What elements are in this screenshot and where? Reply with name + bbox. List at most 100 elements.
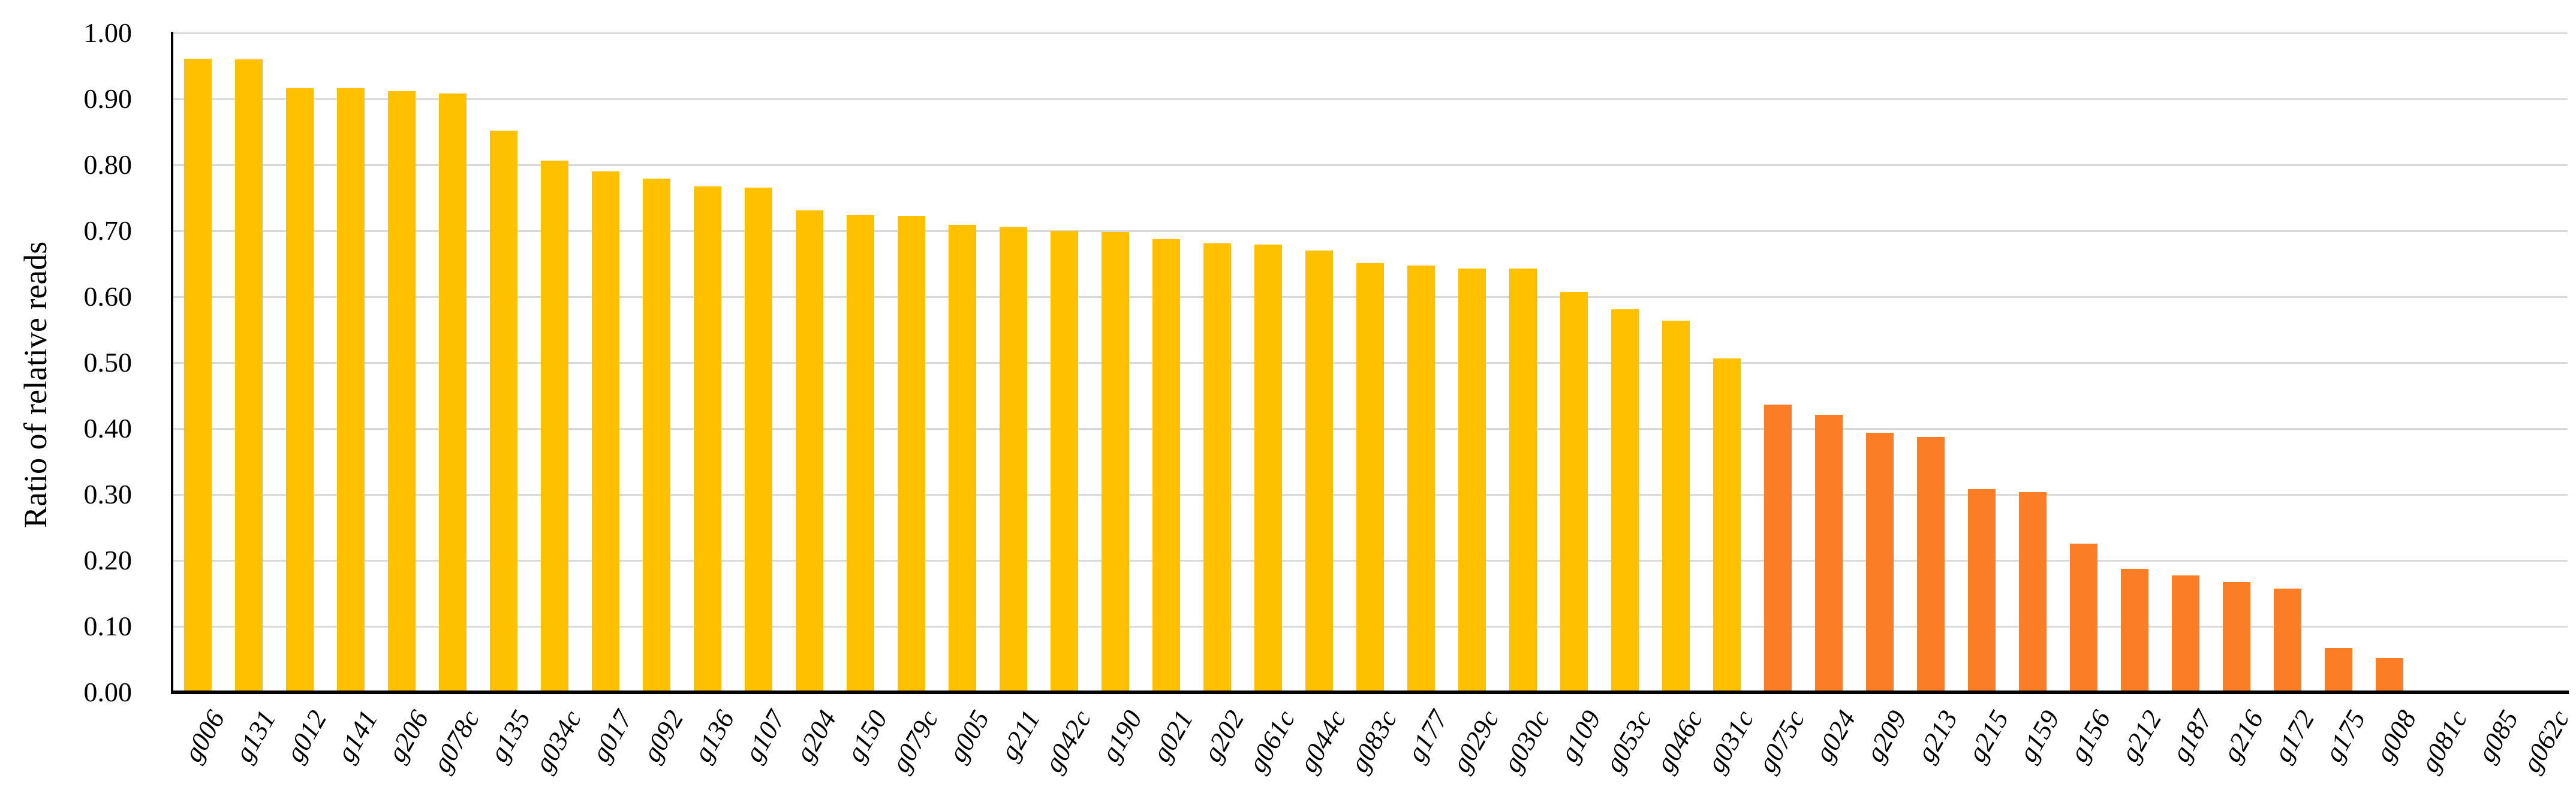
y-tick-label-1.00: 1.00 — [83, 17, 133, 48]
bar-g215 — [1968, 489, 1996, 692]
bar-g012 — [286, 88, 314, 692]
x-tick-label-g081c: g081c — [2414, 705, 2473, 777]
x-tick-label-g136: g136 — [687, 705, 741, 767]
y-tick-label-0.10: 0.10 — [83, 611, 133, 641]
y-tick-label-0.40: 0.40 — [83, 413, 133, 444]
gridline-0.80 — [172, 164, 2568, 166]
bar-g204 — [796, 210, 823, 692]
bar-g008 — [2376, 658, 2403, 692]
bar-g211 — [1000, 227, 1027, 692]
y-tick-label-0.80: 0.80 — [83, 149, 133, 180]
bar-g107 — [745, 188, 772, 692]
x-tick-label-g209: g209 — [1859, 705, 1913, 767]
bar-g079c — [898, 216, 925, 692]
bar-g042c — [1051, 231, 1078, 692]
x-tick-label-g017: g017 — [585, 705, 639, 767]
x-tick-label-g030c: g030c — [1497, 705, 1556, 777]
x-tick-label-g159: g159 — [2012, 705, 2066, 767]
x-tick-label-g204: g204 — [789, 705, 842, 767]
y-tick-label-0.50: 0.50 — [83, 347, 133, 378]
bar-g046c — [1662, 321, 1690, 692]
bar-g213 — [1917, 437, 1945, 692]
x-tick-label-g177: g177 — [1401, 705, 1454, 767]
x-tick-label-g062c: g062c — [2516, 705, 2575, 777]
x-tick-label-g092: g092 — [636, 705, 690, 767]
y-axis-line — [171, 32, 173, 694]
x-tick-label-g005: g005 — [942, 705, 995, 767]
bar-g216 — [2223, 582, 2250, 692]
x-tick-label-g215: g215 — [1961, 705, 2015, 767]
bar-g190 — [1102, 232, 1129, 692]
gridline-1.00 — [172, 32, 2568, 34]
bar-g187 — [2172, 575, 2199, 692]
x-tick-label-g031c: g031c — [1701, 705, 1760, 777]
y-tick-label-0.60: 0.60 — [83, 281, 133, 312]
bar-g005 — [949, 225, 976, 692]
bar-g159 — [2019, 492, 2047, 692]
y-tick-label-0.90: 0.90 — [83, 83, 133, 114]
bar-g212 — [2121, 569, 2148, 692]
bar-g136 — [694, 186, 721, 692]
x-tick-label-g083c: g083c — [1344, 705, 1403, 777]
x-tick-label-g053c: g053c — [1599, 705, 1658, 777]
x-tick-label-g012: g012 — [279, 705, 333, 767]
bar-g029c — [1458, 269, 1486, 692]
y-tick-label-0.70: 0.70 — [83, 215, 133, 246]
bar-g017 — [592, 171, 619, 692]
bar-g030c — [1509, 269, 1537, 692]
x-tick-label-g211: g211 — [994, 705, 1046, 765]
bar-g150 — [847, 215, 874, 692]
x-tick-label-g150: g150 — [840, 705, 893, 767]
x-tick-label-g206: g206 — [381, 705, 435, 767]
bar-g044c — [1305, 251, 1333, 692]
bar-g209 — [1866, 433, 1894, 692]
x-tick-label-g216: g216 — [2216, 705, 2270, 767]
bar-g083c — [1356, 263, 1384, 692]
x-tick-label-g075c: g075c — [1752, 705, 1811, 777]
x-tick-label-g085: g085 — [2471, 705, 2524, 767]
y-axis-title: Ratio of relative reads — [17, 241, 53, 528]
bar-g075c — [1764, 405, 1792, 692]
x-tick-label-g109: g109 — [1554, 705, 1607, 767]
x-tick-label-g034c: g034c — [528, 705, 588, 777]
x-tick-label-g202: g202 — [1197, 705, 1250, 767]
x-tick-label-g213: g213 — [1910, 705, 1964, 767]
x-tick-label-g131: g131 — [228, 705, 282, 767]
bar-g175 — [2325, 648, 2352, 692]
bar-g021 — [1152, 239, 1180, 692]
x-tick-label-g172: g172 — [2267, 705, 2321, 767]
bar-g156 — [2070, 544, 2097, 692]
bar-g177 — [1407, 266, 1435, 692]
bar-g034c — [541, 161, 568, 692]
x-tick-label-g024: g024 — [1808, 705, 1862, 767]
bar-g092 — [643, 179, 670, 692]
bar-g172 — [2274, 589, 2301, 692]
bar-g206 — [388, 91, 416, 692]
x-tick-label-g141: g141 — [330, 705, 384, 767]
x-tick-label-g175: g175 — [2318, 705, 2372, 767]
x-tick-label-g021: g021 — [1146, 705, 1199, 767]
x-tick-label-g006: g006 — [177, 705, 231, 767]
gridline-0.70 — [172, 230, 2568, 232]
x-tick-label-g212: g212 — [2114, 705, 2168, 767]
x-tick-label-g008: g008 — [2369, 705, 2422, 767]
x-tick-label-g079c: g079c — [885, 705, 944, 777]
x-axis-line — [171, 691, 2569, 694]
bar-g053c — [1611, 309, 1639, 692]
y-tick-label-0.20: 0.20 — [83, 545, 133, 575]
bar-g135 — [490, 131, 517, 692]
x-tick-label-g187: g187 — [2165, 705, 2219, 767]
x-tick-label-g107: g107 — [738, 705, 792, 767]
x-tick-label-g078c: g078c — [426, 705, 486, 777]
x-tick-label-g029c: g029c — [1446, 705, 1505, 777]
bar-g078c — [439, 94, 467, 692]
y-tick-label-0.30: 0.30 — [83, 479, 133, 509]
gridline-0.90 — [172, 98, 2568, 100]
bar-g131 — [235, 59, 263, 692]
x-tick-label-g046c: g046c — [1650, 705, 1709, 777]
x-tick-label-g190: g190 — [1095, 705, 1148, 767]
bar-g006 — [184, 59, 212, 692]
bar-g024 — [1815, 415, 1843, 692]
x-tick-label-g061c: g061c — [1242, 705, 1301, 777]
x-tick-label-g042c: g042c — [1038, 705, 1097, 777]
